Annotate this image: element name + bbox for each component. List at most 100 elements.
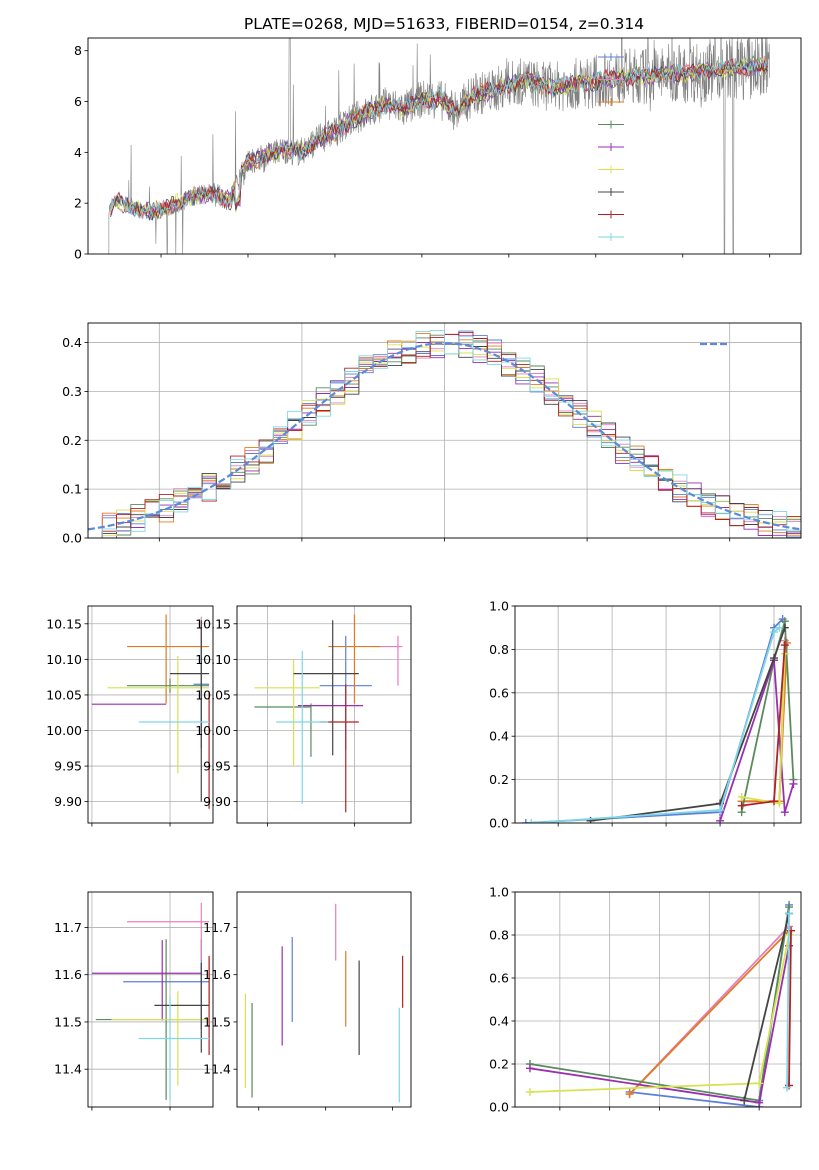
point-marker	[716, 805, 725, 814]
data-spectrum	[108, 38, 770, 254]
y-tick-label: 0.8	[489, 642, 509, 657]
y-tick-label: 0.2	[489, 1057, 509, 1072]
y-tick-label: 0.3	[62, 384, 82, 399]
y-tick-label: 10.05	[195, 687, 231, 702]
model-salpeter-stelib	[110, 58, 768, 219]
y-tick-label: 10.15	[195, 616, 231, 631]
axes-frame	[236, 891, 412, 1108]
age-vs-Z-panel: 9.90 9.95 10.00 10.05 10.10 10.15	[46, 605, 214, 827]
series-kroupa-miles	[628, 930, 790, 1095]
y-tick-label: 9.90	[54, 794, 82, 809]
y-tick-label: 8	[74, 43, 82, 58]
plot-area	[244, 903, 404, 1103]
y-tick-label: 11.7	[203, 920, 231, 935]
y-tick-label: 0.6	[489, 971, 509, 986]
point-marker	[780, 808, 789, 817]
y-tick-label: 0.2	[62, 433, 82, 448]
point-marker	[525, 1087, 534, 1096]
y-tick-label: 10.10	[195, 652, 231, 667]
point-marker	[789, 779, 798, 788]
point-marker	[783, 1083, 792, 1092]
errorbar-chabrier-stelib	[154, 962, 210, 1053]
y-tick-label: 11.7	[54, 920, 82, 935]
y-tick-label: 4	[74, 145, 82, 160]
point-marker	[716, 816, 725, 823]
point-marker	[775, 623, 784, 632]
axes-frame	[87, 605, 214, 824]
series-kroupa-stelib	[786, 913, 790, 1088]
series-salpeter-stelib	[788, 930, 792, 1086]
y-tick-label: 9.95	[54, 759, 82, 774]
point-marker	[755, 1079, 764, 1088]
axes-frame	[236, 605, 412, 824]
mass-vs-Z-panel: 11.4 11.5 11.6 11.7	[54, 891, 214, 1111]
y-tick-label: 10.05	[46, 687, 82, 702]
errorbar-kroupa-miles	[127, 614, 210, 704]
y-tick-label: 11.4	[203, 1062, 231, 1077]
y-tick-label: 11.5	[203, 1014, 231, 1029]
y-tick-label: 0.6	[489, 685, 509, 700]
point-marker	[775, 799, 784, 808]
y-tick-label: 10.10	[46, 652, 82, 667]
weight-vs-age-panel: 0.0 0.2 0.4 0.6 0.8 1.0	[489, 599, 802, 831]
point-marker	[770, 628, 779, 637]
age-vs-mass-panel: 9.90 9.95 10.00 10.05 10.10 10.15	[195, 605, 412, 827]
plot-area	[91, 614, 210, 809]
point-marker	[625, 1090, 634, 1099]
errorbar-chabrier-elodie	[127, 678, 210, 693]
axes-frame	[514, 891, 802, 1108]
point-marker	[770, 654, 779, 663]
plot-area	[108, 38, 770, 254]
gaussian-curve	[88, 341, 801, 531]
point-marker	[770, 797, 779, 806]
errorbar-kroupa-miles	[328, 614, 381, 704]
y-tick-label: 0.0	[489, 1100, 509, 1115]
point-marker	[737, 792, 746, 801]
y-tick-label: 0.2	[489, 772, 509, 787]
y-tick-label: 9.90	[203, 794, 231, 809]
errorbar-kroupa-elodie	[254, 659, 320, 767]
mass-vs-EBV-panel: 11.4 11.5 11.6 11.7	[203, 891, 412, 1111]
errorbar-kroupa-stelib	[138, 995, 210, 1100]
y-tick-label: 0.0	[62, 531, 82, 546]
point-marker	[780, 641, 789, 650]
plot-area	[88, 330, 801, 538]
y-tick-label: 1.0	[489, 599, 509, 614]
legend	[598, 53, 624, 241]
y-tick-label: 10.15	[46, 616, 82, 631]
plot-area	[91, 902, 210, 1100]
errorbar-kroupa-stelib	[276, 650, 329, 804]
errorbar-salpeter-elodie	[91, 940, 202, 1021]
axes-frame	[514, 605, 802, 824]
weight-vs-Z-panel: 0.0 0.2 0.4 0.6 0.8 1.0	[489, 885, 802, 1115]
errorbar-salpeter-miles	[371, 635, 403, 686]
plot-area	[525, 900, 796, 1107]
errorbar-chabrier-stelib	[293, 620, 359, 756]
point-marker	[525, 1064, 534, 1073]
axes-frame	[87, 37, 802, 255]
plot-area	[254, 614, 403, 813]
point-marker	[740, 1096, 749, 1105]
y-tick-label: 0.4	[489, 1014, 509, 1029]
y-tick-label: 0.1	[62, 482, 82, 497]
figure-title: PLATE=0268, MJD=51633, FIBERID=0154, z=0…	[244, 15, 644, 33]
point-marker	[785, 909, 794, 918]
y-tick-label: 11.5	[54, 1014, 82, 1029]
y-tick-label: 11.6	[54, 967, 82, 982]
point-marker	[755, 1098, 764, 1107]
errorbar-chabrier-elodie	[254, 703, 312, 757]
point-marker	[521, 819, 530, 823]
y-tick-label: 11.6	[203, 967, 231, 982]
y-tick-label: 9.95	[203, 759, 231, 774]
y-tick-label: 0.4	[489, 729, 509, 744]
y-tick-label: 0.0	[489, 816, 509, 831]
residuals-panel: 0.0 0.1 0.2 0.3 0.4	[62, 322, 802, 546]
series-chabrier-stelib	[743, 913, 790, 1101]
histogram-kroupa-stelib	[88, 330, 801, 538]
point-marker	[527, 819, 536, 823]
y-tick-label: 0	[74, 247, 82, 262]
errorbar-kroupa-elodie	[107, 655, 210, 774]
axes-frame	[87, 322, 802, 539]
y-tick-label: 0.4	[62, 335, 82, 350]
